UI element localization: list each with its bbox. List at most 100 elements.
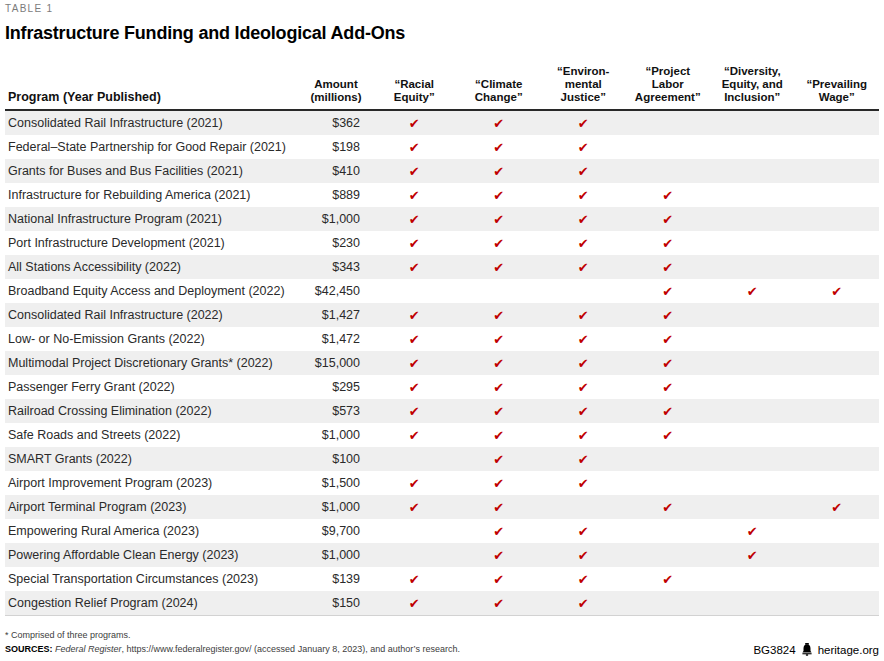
check-icon: ✔ [457, 333, 542, 346]
check-icon: ✔ [457, 381, 542, 394]
check-icon: ✔ [626, 381, 711, 394]
program-cell: Airport Improvement Program (2023) [5, 476, 300, 490]
amount-cell: $230 [300, 236, 372, 250]
check-icon: ✔ [541, 357, 626, 370]
amount-cell: $1,500 [300, 476, 372, 490]
table-row: Airport Improvement Program (2023)$1,500… [5, 471, 879, 495]
check-icon: ✔ [372, 597, 457, 610]
check-icon: ✔ [372, 573, 457, 586]
column-header-climate-change: “Climate Change” [457, 78, 542, 104]
check-icon: ✔ [372, 309, 457, 322]
check-icon: ✔ [541, 549, 626, 562]
amount-cell: $295 [300, 380, 372, 394]
table-row: Safe Roads and Streets (2022)$1,000✔✔✔✔ [5, 423, 879, 447]
amount-cell: $410 [300, 164, 372, 178]
site-text: heritage.org [818, 644, 879, 656]
program-cell: Empowering Rural America (2023) [5, 524, 300, 538]
check-icon: ✔ [626, 429, 711, 442]
check-icon: ✔ [626, 237, 711, 250]
program-cell: SMART Grants (2022) [5, 452, 300, 466]
amount-cell: $100 [300, 452, 372, 466]
check-icon: ✔ [372, 357, 457, 370]
check-icon: ✔ [457, 165, 542, 178]
amount-cell: $9,700 [300, 524, 372, 538]
program-cell: Congestion Relief Program (2024) [5, 596, 300, 610]
program-cell: Broadband Equity Access and Deployment (… [5, 284, 300, 298]
amount-cell: $343 [300, 260, 372, 274]
table-row: Low- or No-Emission Grants (2022)$1,472✔… [5, 327, 879, 351]
program-cell: Special Transportation Circumstances (20… [5, 572, 300, 586]
check-icon: ✔ [372, 381, 457, 394]
table-row: Congestion Relief Program (2024)$150✔✔✔ [5, 591, 879, 615]
check-icon: ✔ [457, 117, 542, 130]
footer-row: * Comprised of three programs. SOURCES: … [5, 629, 879, 656]
check-icon: ✔ [372, 333, 457, 346]
check-icon: ✔ [541, 477, 626, 490]
table-row: National Infrastructure Program (2021)$1… [5, 207, 879, 231]
check-icon: ✔ [372, 429, 457, 442]
check-icon: ✔ [626, 501, 711, 514]
check-icon: ✔ [541, 381, 626, 394]
check-icon: ✔ [372, 261, 457, 274]
table-row: Grants for Buses and Bus Facilities (202… [5, 159, 879, 183]
check-icon: ✔ [372, 141, 457, 154]
program-cell: Port Infrastructure Development (2021) [5, 236, 300, 250]
check-icon: ✔ [457, 597, 542, 610]
check-icon: ✔ [457, 189, 542, 202]
check-icon: ✔ [626, 189, 711, 202]
program-cell: Airport Terminal Program (2023) [5, 500, 300, 514]
check-icon: ✔ [372, 117, 457, 130]
check-icon: ✔ [457, 549, 542, 562]
amount-cell: $889 [300, 188, 372, 202]
table-row: Consolidated Rail Infrastructure (2022)$… [5, 303, 879, 327]
check-icon: ✔ [541, 429, 626, 442]
amount-cell: $1,000 [300, 500, 372, 514]
program-cell: Federal–State Partnership for Good Repai… [5, 140, 300, 154]
check-icon: ✔ [541, 165, 626, 178]
check-icon: ✔ [626, 333, 711, 346]
check-icon: ✔ [710, 525, 795, 538]
check-icon: ✔ [541, 117, 626, 130]
page-title: Infrastructure Funding and Ideological A… [5, 23, 879, 44]
amount-cell: $139 [300, 572, 372, 586]
check-icon: ✔ [626, 309, 711, 322]
amount-cell: $150 [300, 596, 372, 610]
program-cell: Safe Roads and Streets (2022) [5, 428, 300, 442]
check-icon: ✔ [457, 573, 542, 586]
amount-cell: $1,427 [300, 308, 372, 322]
check-icon: ✔ [710, 549, 795, 562]
table-header-row: Program (Year Published) Amount (million… [5, 65, 879, 111]
program-cell: Grants for Buses and Bus Facilities (202… [5, 164, 300, 178]
sources-publication: Federal Register [55, 644, 122, 654]
check-icon: ✔ [541, 597, 626, 610]
sources-rest: , https://www.federalregister.gov/ (acce… [122, 644, 460, 654]
funding-table: Program (Year Published) Amount (million… [5, 65, 879, 616]
amount-cell: $362 [300, 116, 372, 130]
check-icon: ✔ [457, 477, 542, 490]
amount-cell: $573 [300, 404, 372, 418]
check-icon: ✔ [626, 357, 711, 370]
amount-cell: $1,000 [300, 212, 372, 226]
sources-label: SOURCES: [5, 644, 55, 654]
check-icon: ✔ [457, 237, 542, 250]
amount-cell: $1,472 [300, 332, 372, 346]
program-cell: Consolidated Rail Infrastructure (2021) [5, 116, 300, 130]
document-credit: BG3824 heritage.org [753, 643, 879, 656]
program-cell: Powering Affordable Clean Energy (2023) [5, 548, 300, 562]
check-icon: ✔ [795, 285, 880, 298]
check-icon: ✔ [457, 213, 542, 226]
check-icon: ✔ [372, 213, 457, 226]
program-cell: Multimodal Project Discretionary Grants*… [5, 356, 300, 370]
program-cell: Passenger Ferry Grant (2022) [5, 380, 300, 394]
column-header-racial-equity: “Racial Equity” [372, 78, 457, 104]
column-header-prevailing-wage: “Prevailing Wage” [795, 78, 880, 104]
check-icon: ✔ [541, 261, 626, 274]
check-icon: ✔ [457, 309, 542, 322]
check-icon: ✔ [626, 405, 711, 418]
program-cell: Infrastructure for Rebuilding America (2… [5, 188, 300, 202]
table-row: Port Infrastructure Development (2021)$2… [5, 231, 879, 255]
table-body: Consolidated Rail Infrastructure (2021)$… [5, 111, 879, 616]
check-icon: ✔ [541, 333, 626, 346]
amount-cell: $1,000 [300, 428, 372, 442]
check-icon: ✔ [372, 165, 457, 178]
